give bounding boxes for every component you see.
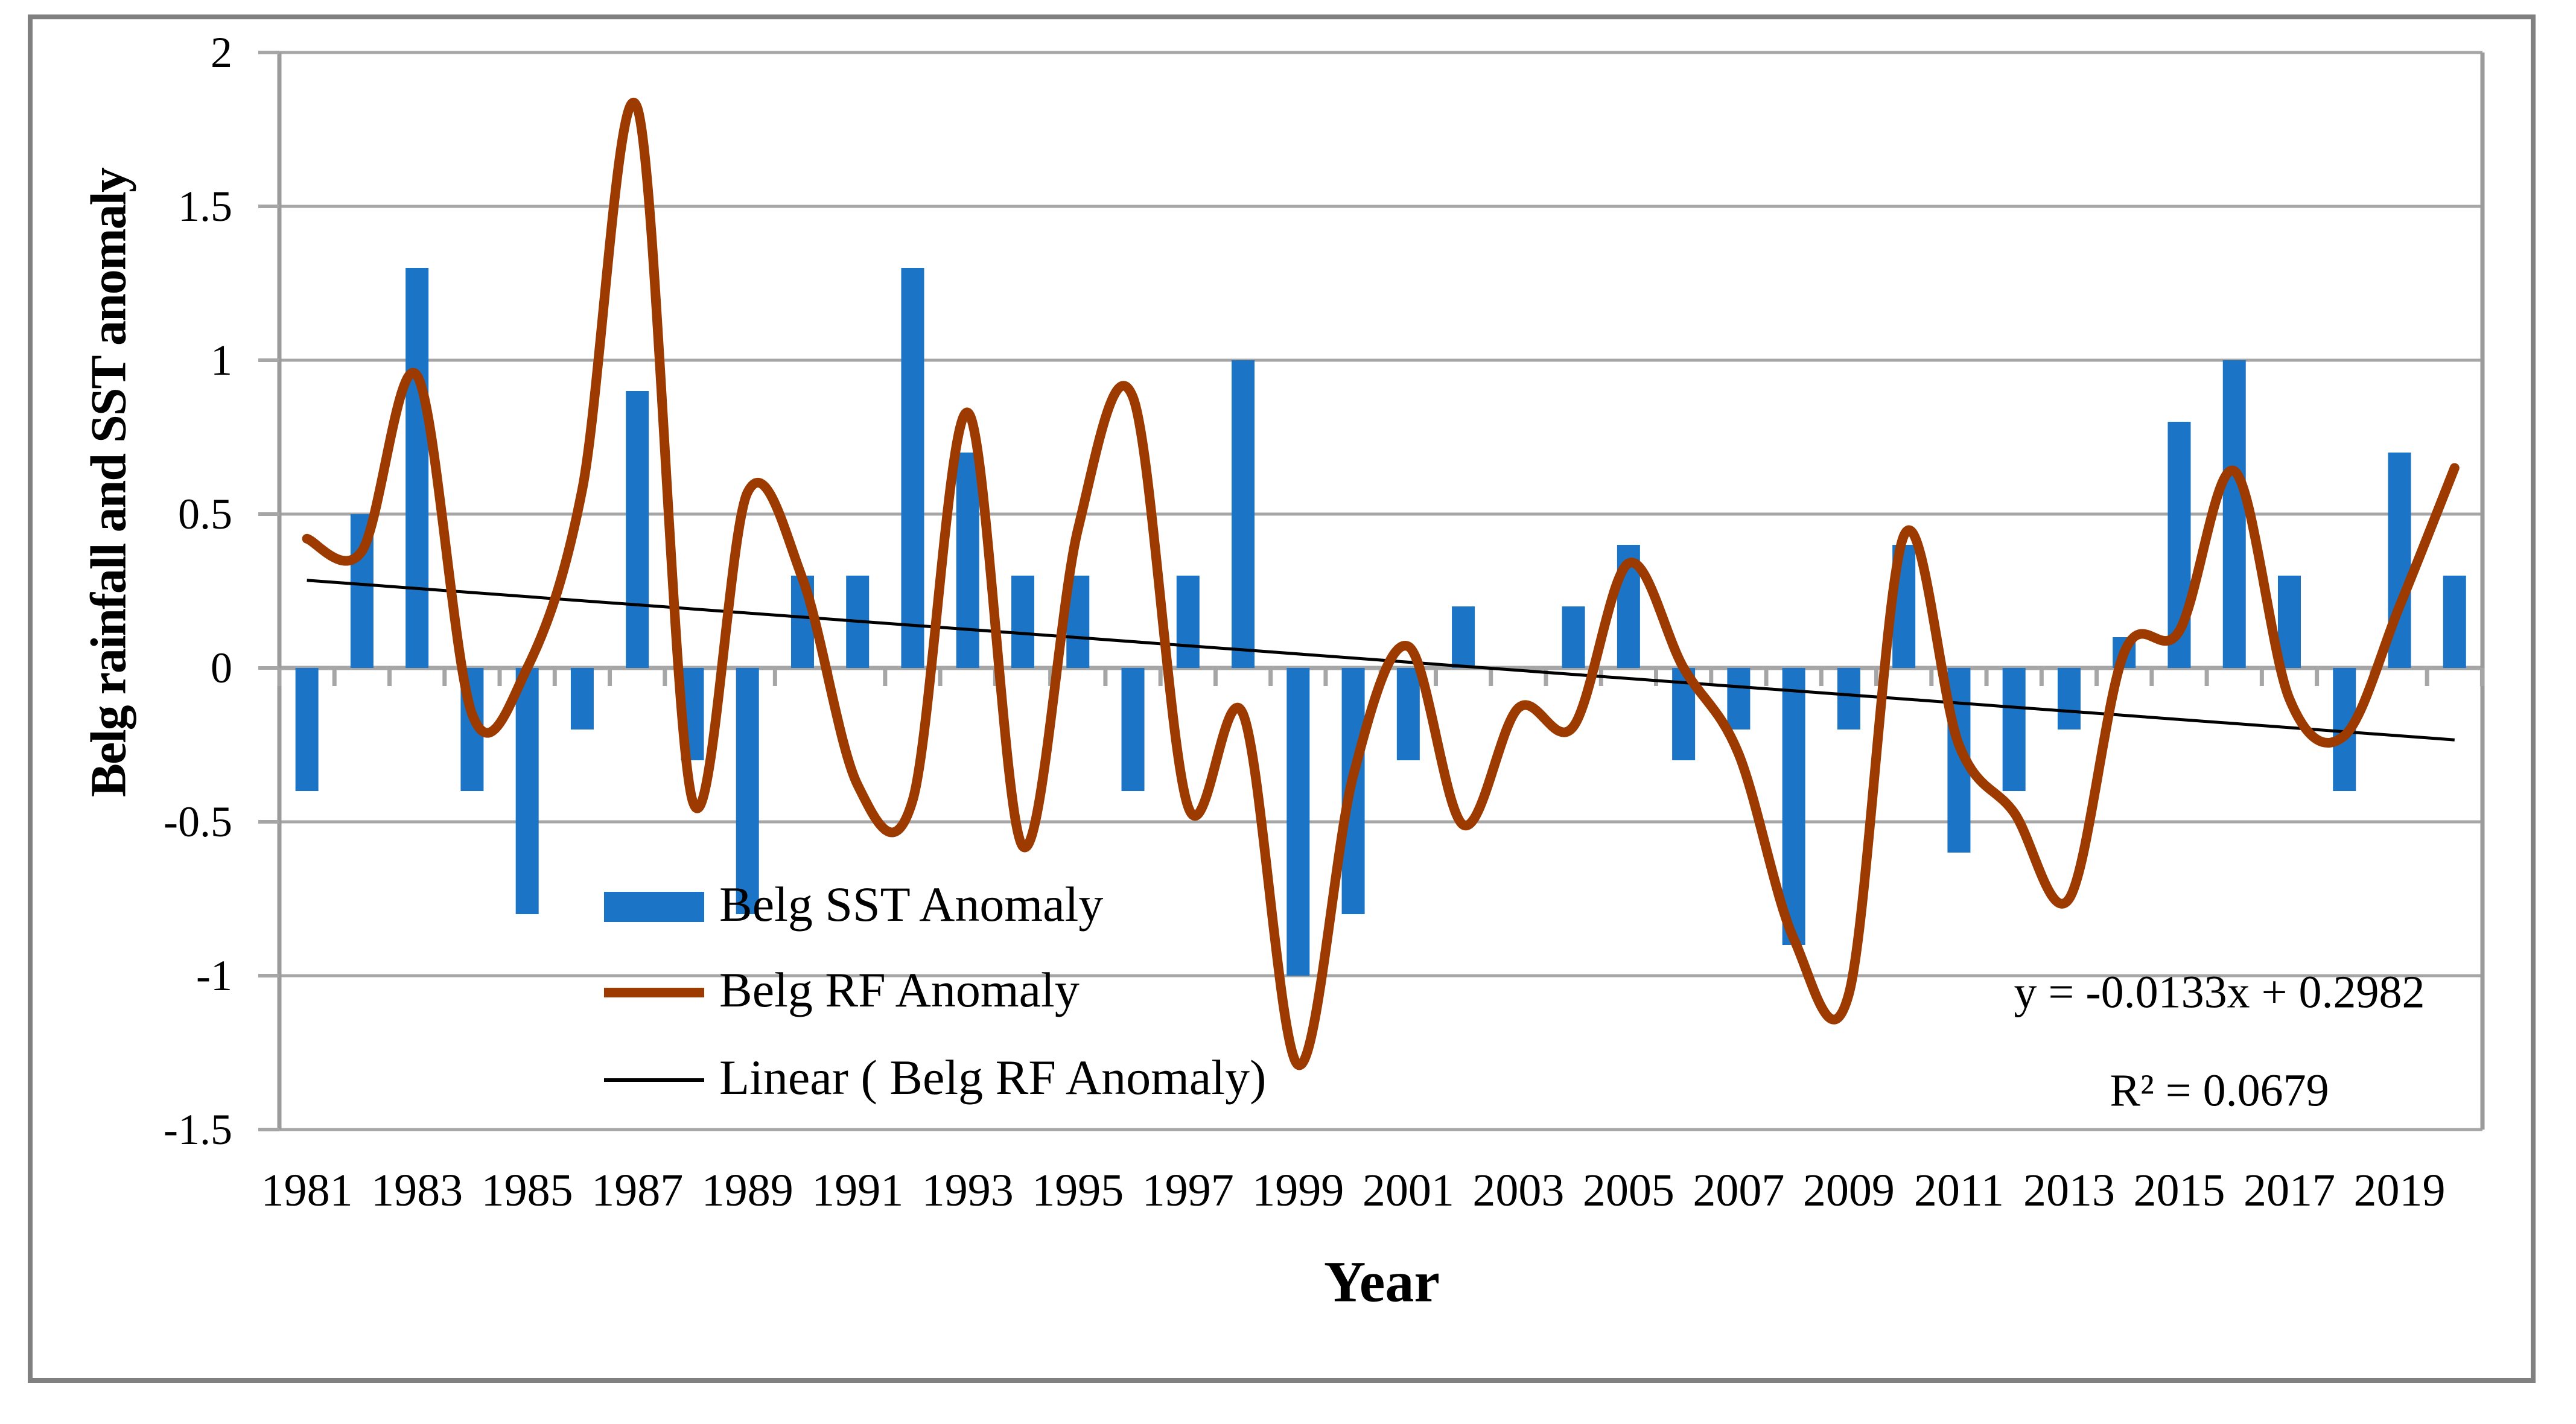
legend-swatch-rf-line [604,988,704,997]
y-tick-label: -1 [196,952,232,1000]
sst-bar-1981 [295,668,319,791]
sst-bar-2001 [1396,668,1420,760]
legend-swatch-sst-bar [604,892,704,922]
sst-bar-1994 [1011,576,1035,668]
sst-bar-2016 [2222,360,2246,668]
x-axis-title: Year [1324,1249,1440,1314]
sst-bar-2007 [1727,668,1751,729]
figure-border [28,14,2536,1383]
x-tick-label: 1985 [482,1165,573,1216]
x-tick-label: 2017 [2244,1165,2335,1216]
rf-anomaly-curve [302,97,2460,1070]
trend-equation: y = -0.0133x + 0.2982 [2014,967,2425,1018]
x-tick-label: 1989 [702,1165,793,1216]
sst-bar-1998 [1232,360,1255,668]
sst-bar-1997 [1176,576,1200,668]
x-tick-label: 1991 [812,1165,903,1216]
x-tick-label: 2011 [1914,1165,2004,1216]
sst-bar-1999 [1286,668,1310,976]
x-tick-label: 2003 [1472,1165,1564,1216]
x-tick-label: 2009 [1803,1165,1895,1216]
sst-bar-2009 [1837,668,1860,729]
y-tick-label: 0.5 [178,490,232,538]
sst-bar-1985 [515,668,539,914]
y-tick-label: -1.5 [164,1105,232,1154]
y-axis-title: Belg rainfall and SST anomaly [80,168,137,798]
sst-bar-2004 [1562,606,1585,668]
x-tick-label: 1997 [1142,1165,1234,1216]
sst-bar-1993 [956,453,979,668]
legend-label-sst: Belg SST Anomaly [719,877,1104,932]
trend-r-squared: R² = 0.0679 [2110,1065,2329,1116]
sst-bar-1992 [901,268,924,668]
x-tick-label: 1995 [1032,1165,1124,1216]
x-tick-label: 1999 [1252,1165,1344,1216]
sst-bar-2012 [2002,668,2026,791]
sst-bar-2002 [1452,606,1475,668]
sst-bar-1983 [405,268,429,668]
x-tick-label: 1993 [922,1165,1014,1216]
x-tick-label: 2013 [2023,1165,2115,1216]
y-tick-label: 1.5 [178,182,232,230]
x-tick-label: 2019 [2354,1165,2446,1216]
x-tick-label: 1981 [261,1165,353,1216]
sst-bar-2013 [2057,668,2081,729]
x-tick-label: 2001 [1363,1165,1454,1216]
sst-bar-1989 [736,668,759,914]
sst-bar-1996 [1121,668,1145,791]
rf-trend-line [307,579,2455,742]
x-tick-label: 2005 [1583,1165,1674,1216]
x-tick-label: 2015 [2133,1165,2225,1216]
x-tick-label: 2007 [1693,1165,1784,1216]
legend-swatch-linear-line [604,1078,704,1082]
y-tick-label: 1 [211,336,232,384]
y-tick-label: -0.5 [164,798,232,846]
sst-bar-1986 [570,668,594,729]
sst-bar-2020 [2443,576,2466,668]
y-tick-label: 0 [211,644,232,692]
legend-label-rf: Belg RF Anomaly [719,962,1080,1018]
sst-bar-2008 [1782,668,1805,945]
x-tick-label: 1983 [371,1165,463,1216]
legend-label-linear: Linear ( Belg RF Anomaly) [719,1050,1267,1105]
sst-bar-1987 [626,391,649,668]
y-tick-label: 2 [211,28,232,77]
x-tick-label: 1987 [591,1165,683,1216]
